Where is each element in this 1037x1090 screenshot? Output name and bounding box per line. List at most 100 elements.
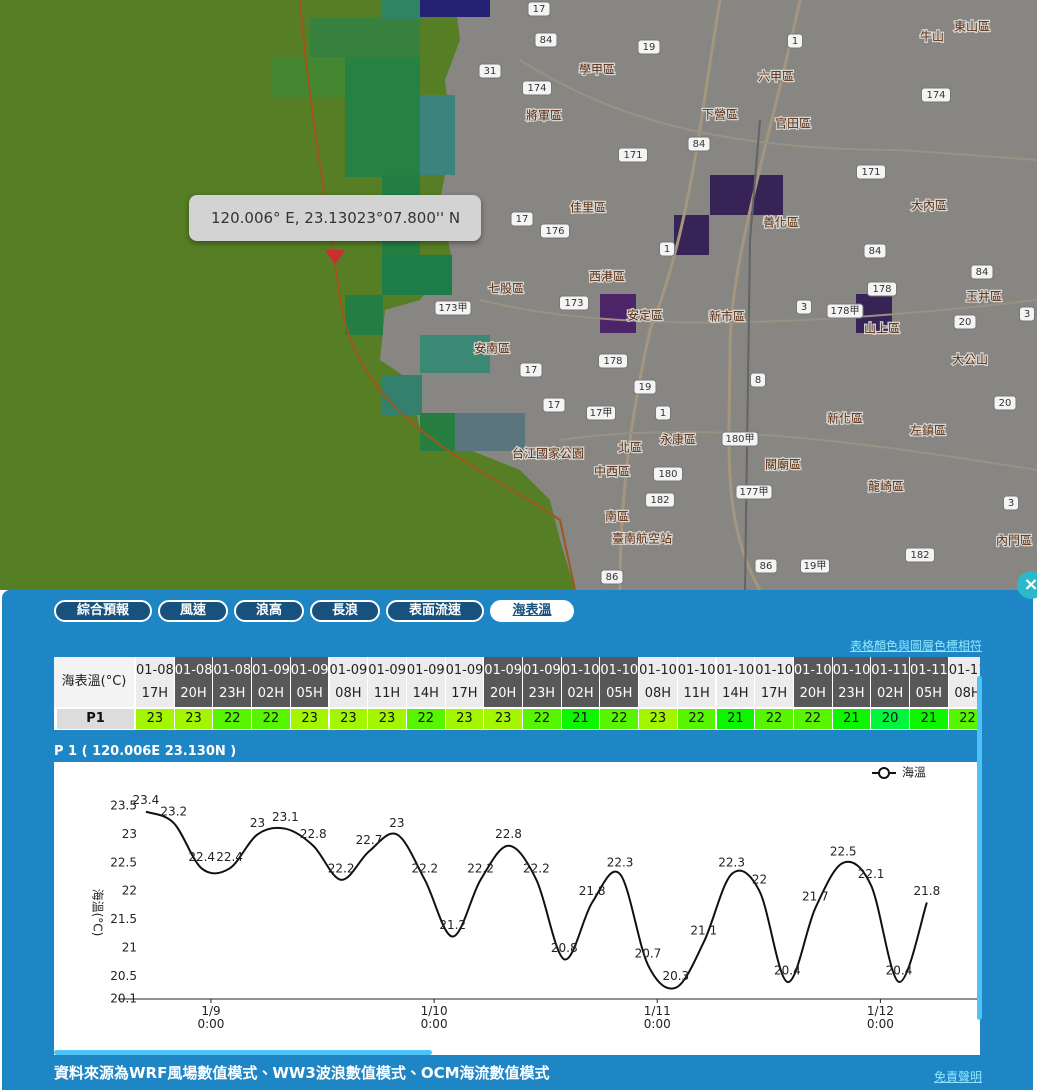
data-label: 22.2 — [328, 861, 355, 875]
temperature-cells — [272, 0, 892, 451]
vertical-scrollbar[interactable] — [977, 676, 982, 1020]
road-shield — [867, 281, 897, 297]
tab[interactable]: 表面流速 — [386, 600, 484, 622]
column-hour: 23H — [523, 682, 561, 707]
road — [559, 430, 1037, 471]
disclaimer-link[interactable]: 免責聲明 — [933, 1070, 982, 1084]
road-shield — [542, 397, 566, 413]
horizontal-scrollbar[interactable] — [54, 1050, 432, 1055]
y-tick-label: 23.5 — [110, 799, 137, 813]
cell — [420, 413, 455, 451]
y-tick-label: 22 — [122, 884, 137, 898]
column-hour: 14H — [406, 682, 445, 707]
data-label: 20.4 — [886, 963, 913, 977]
column-date: 01-09 — [252, 657, 290, 682]
road-number: 86 — [760, 561, 773, 572]
road-shield — [618, 147, 648, 163]
road-shield — [510, 211, 534, 227]
place-label: 關廟區 — [765, 457, 801, 472]
tab[interactable]: 海表溫 — [490, 600, 574, 622]
tab[interactable]: 浪高 — [234, 600, 304, 622]
y-tick-label: 20.1 — [110, 992, 137, 1006]
y-tick-label: 20.5 — [110, 969, 137, 983]
place-label: 左鎮區 — [910, 423, 946, 438]
table-header: 海表溫(°C) — [54, 657, 134, 707]
road-number: 180 — [658, 469, 677, 480]
tab[interactable]: 風速 — [158, 600, 228, 622]
column-date: 01-10 — [639, 657, 677, 682]
road-shield — [586, 405, 616, 421]
road-number: 17甲 — [590, 408, 613, 419]
tab[interactable]: 長浪 — [310, 600, 380, 622]
tab[interactable]: 綜合預報 — [54, 600, 152, 622]
road-number: 1 — [792, 36, 798, 47]
road-shield — [993, 395, 1017, 411]
road-shield — [787, 33, 803, 49]
value-cell: 23 — [136, 709, 174, 729]
road — [479, 299, 1037, 324]
value-cell: 20 — [871, 709, 909, 729]
road-shield — [687, 136, 711, 152]
column-hour: 02H — [871, 682, 909, 707]
road-number: 1 — [660, 408, 666, 419]
cell — [420, 0, 490, 17]
cell — [600, 294, 636, 333]
road-shield — [863, 243, 887, 259]
close-button[interactable]: × — [1017, 571, 1037, 599]
value-cell: 22 — [793, 709, 832, 729]
road-number: 182 — [650, 495, 669, 506]
highway — [618, 0, 722, 590]
road-number: 86 — [606, 572, 619, 583]
cell — [420, 95, 455, 175]
data-label: 22.2 — [411, 861, 438, 875]
road-shield — [826, 303, 864, 319]
road-number: 171 — [623, 150, 642, 161]
column-hour: 20H — [793, 682, 832, 707]
data-label: 22.5 — [830, 844, 857, 858]
column-hour: 05H — [290, 682, 329, 707]
column-date: 01-10 — [755, 657, 793, 682]
color-link[interactable]: 表格顏色與圖層色標相符 — [849, 639, 982, 653]
road-shield — [434, 300, 472, 316]
road-number: 19 — [643, 42, 656, 53]
road-shield — [796, 299, 812, 315]
value-cell: 22 — [406, 709, 445, 729]
data-label: 22.1 — [858, 867, 885, 881]
column-hour: 23H — [832, 682, 871, 707]
column-date: 01-10 — [600, 657, 639, 682]
column-date: 01-10 — [561, 657, 600, 682]
road-shield — [478, 63, 502, 79]
data-label: 23.4 — [133, 793, 160, 807]
road-shield — [600, 569, 624, 585]
road-shield — [653, 466, 683, 482]
column-date: 01-10 — [832, 657, 871, 682]
column-hour: 20H — [174, 682, 213, 707]
column-hour: 17H — [136, 682, 174, 707]
column-date: 01-10 — [677, 657, 716, 682]
place-label: 台江國家公園 — [512, 446, 584, 461]
road-shield — [1019, 306, 1035, 322]
column-date: 01-09 — [484, 657, 522, 682]
place-label: 七股區 — [488, 282, 524, 296]
column-date: 01-11 — [910, 657, 948, 682]
column-hour: 17H — [755, 682, 793, 707]
column-hour: 17H — [445, 682, 484, 707]
roads — [299, 0, 1037, 590]
data-source: 資料來源為WRF風場數值模式、WW3波浪數值模式、OCM海流數值模式 — [54, 1064, 550, 1082]
road-shield — [754, 558, 778, 574]
value-cell: 21 — [910, 709, 948, 729]
value-cell: 22 — [948, 709, 980, 729]
place-label: 安南區 — [474, 341, 510, 356]
row-label: P1 — [57, 709, 134, 729]
place-label: 牛山 — [920, 29, 944, 44]
column-hour: 05H — [910, 682, 948, 707]
column-hour: 02H — [561, 682, 600, 707]
road-number: 177甲 — [739, 487, 768, 498]
road-shield — [953, 314, 977, 330]
data-label: 23 — [389, 816, 404, 830]
value-cell: 23 — [484, 709, 522, 729]
value-cell: 23 — [290, 709, 329, 729]
value-cell: 23 — [174, 709, 213, 729]
place-label: 東山區 — [954, 20, 990, 34]
